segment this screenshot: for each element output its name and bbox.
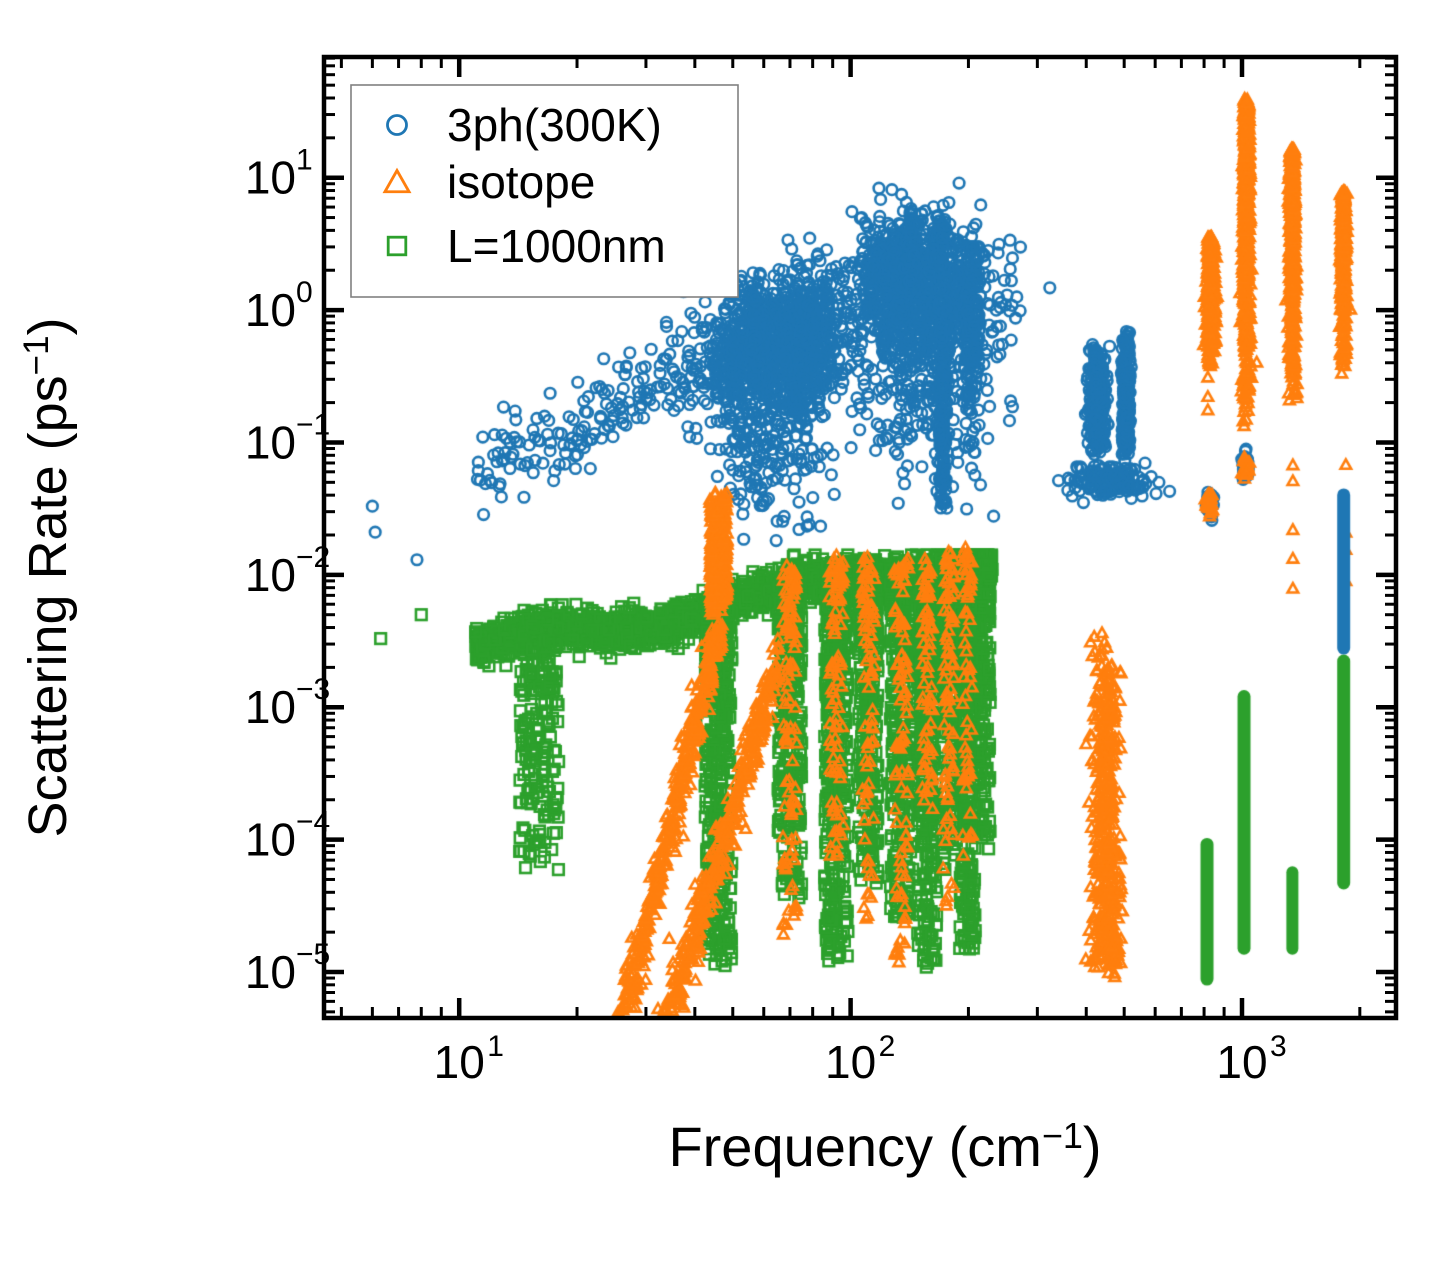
svg-text:10: 10: [245, 416, 296, 468]
svg-text:L=1000nm: L=1000nm: [447, 220, 666, 272]
svg-text:Frequency (cm−1): Frequency (cm−1): [668, 1115, 1101, 1178]
svg-text:−4: −4: [296, 806, 330, 839]
svg-text:−2: −2: [296, 541, 330, 574]
svg-text:10: 10: [245, 152, 296, 204]
svg-text:−1: −1: [296, 408, 330, 441]
svg-text:isotope: isotope: [447, 156, 595, 208]
svg-text:Scattering Rate (ps−1): Scattering Rate (ps−1): [17, 317, 78, 837]
svg-text:0: 0: [296, 276, 313, 309]
svg-text:−5: −5: [296, 938, 330, 971]
svg-text:10: 10: [245, 946, 296, 998]
svg-text:1: 1: [296, 144, 313, 177]
svg-text:1: 1: [487, 1030, 504, 1063]
svg-text:10: 10: [1216, 1036, 1267, 1088]
svg-text:3ph(300K): 3ph(300K): [447, 99, 662, 151]
svg-text:10: 10: [434, 1036, 485, 1088]
svg-text:10: 10: [245, 284, 296, 336]
svg-text:10: 10: [825, 1036, 876, 1088]
svg-text:3: 3: [1270, 1030, 1287, 1063]
svg-text:10: 10: [245, 814, 296, 866]
svg-text:2: 2: [879, 1030, 896, 1063]
svg-text:10: 10: [245, 549, 296, 601]
svg-text:10: 10: [245, 681, 296, 733]
svg-text:−3: −3: [296, 673, 330, 706]
